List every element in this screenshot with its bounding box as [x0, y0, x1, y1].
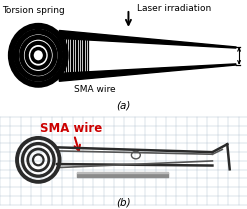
Text: Laser irradiation: Laser irradiation	[137, 4, 211, 13]
Text: Torsion spring: Torsion spring	[2, 6, 65, 15]
Text: (b): (b)	[116, 198, 131, 208]
Text: SMA wire: SMA wire	[74, 85, 116, 94]
Polygon shape	[59, 31, 236, 48]
Text: SMA wire: SMA wire	[40, 122, 102, 135]
Text: (a): (a)	[116, 101, 131, 111]
Polygon shape	[59, 64, 236, 81]
